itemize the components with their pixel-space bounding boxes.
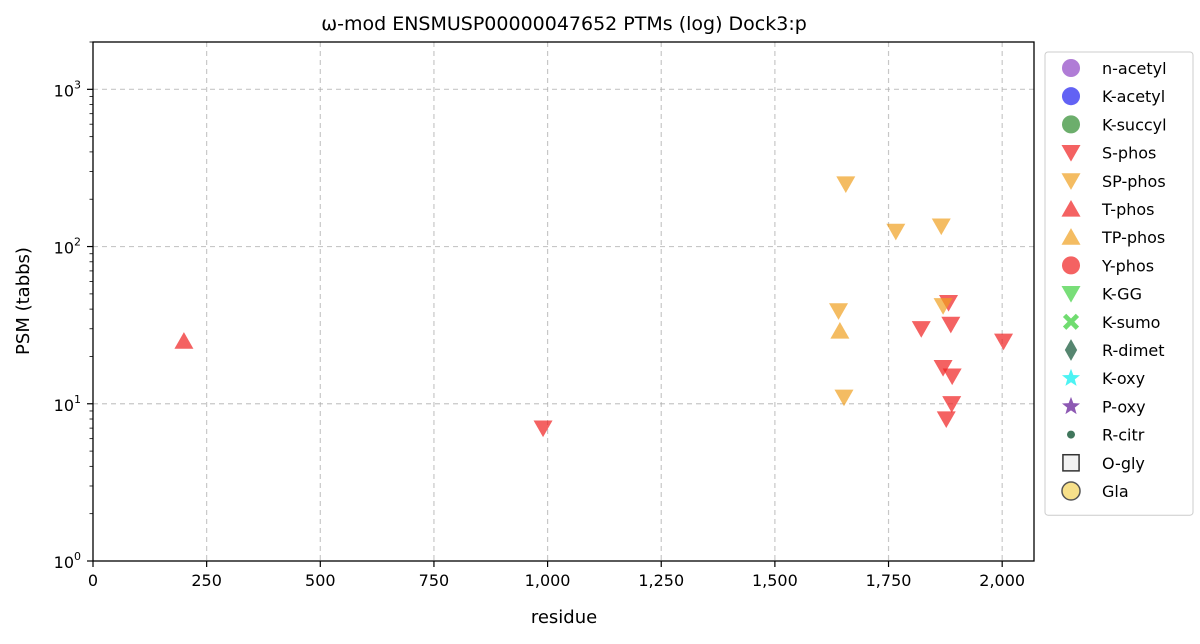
legend-item-k-oxy: K-oxy — [1061, 368, 1145, 388]
data-point-sp-phos — [931, 218, 951, 236]
legend-item-p-oxy: P-oxy — [1061, 396, 1146, 416]
legend-label: K-oxy — [1102, 369, 1145, 388]
chart-title: ω-mod ENSMUSP00000047652 PTMs (log) Dock… — [321, 13, 807, 35]
legend-label: K-sumo — [1102, 313, 1160, 332]
legend-label: S-phos — [1102, 144, 1156, 163]
data-point-s-phos — [942, 396, 962, 413]
legend-item-y-phos: Y-phos — [1061, 256, 1154, 275]
data-point-sp-phos — [886, 223, 906, 241]
legend-label: P-oxy — [1102, 397, 1146, 416]
y-axis-label: PSM (tabbs) — [13, 247, 34, 355]
legend-item-t-phos: T-phos — [1061, 199, 1155, 219]
data-point-tp-phos — [830, 322, 850, 339]
legend-marker-n-acetyl — [1061, 58, 1081, 78]
legend-marker-sp-phos — [1061, 173, 1081, 190]
data-point-s-phos — [911, 321, 931, 338]
x-tick-label: 500 — [305, 571, 336, 590]
legend-label: n-acetyl — [1102, 59, 1167, 78]
plot-frame — [92, 41, 1035, 562]
x-tick-label: 2,000 — [979, 571, 1025, 590]
data-point-sp-phos — [933, 298, 953, 315]
legend-marker-k-oxy — [1061, 368, 1081, 386]
legend-item-gla: Gla — [1061, 481, 1129, 501]
legend-item-s-phos: S-phos — [1061, 144, 1156, 163]
data-point-s-phos — [941, 316, 961, 334]
legend: n-acetyl K-acetyl K-succyl S-phos SP-phos T-p… — [1044, 51, 1194, 516]
legend-marker-tp-phos — [1061, 228, 1081, 245]
legend-marker-p-oxy — [1061, 396, 1081, 415]
data-point-s-phos — [936, 411, 956, 429]
y-tick-label: 102 — [54, 236, 81, 258]
x-tick-label: 1,750 — [866, 571, 912, 590]
data-point-s-phos — [942, 368, 962, 386]
x-tick-label: 1,500 — [752, 571, 798, 590]
data-point-s-phos — [533, 420, 553, 438]
legend-marker-y-phos — [1061, 256, 1081, 275]
legend-marker-r-dimet — [1064, 339, 1078, 361]
y-tick-label: 101 — [54, 393, 81, 415]
legend-item-n-acetyl: n-acetyl — [1061, 58, 1167, 78]
x-tick-label: 1,250 — [638, 571, 684, 590]
x-tick-label: 750 — [419, 571, 450, 590]
x-tick-label: 250 — [191, 571, 222, 590]
legend-marker-gla — [1061, 481, 1081, 501]
legend-label: Y-phos — [1101, 256, 1154, 275]
legend-label: T-phos — [1101, 200, 1155, 219]
y-tick-label: 103 — [54, 78, 81, 100]
legend-label: R-citr — [1102, 426, 1145, 445]
legend-marker-r-citr — [1067, 430, 1075, 439]
x-tick-label: 0 — [88, 571, 98, 590]
legend-label: TP-phos — [1101, 228, 1165, 247]
legend-marker-k-succyl — [1061, 115, 1081, 134]
legend-item-o-gly: O-gly — [1062, 453, 1145, 473]
data-point-t-phos — [174, 332, 194, 349]
legend-marker-s-phos — [1061, 145, 1081, 162]
data-point-sp-phos — [829, 303, 849, 320]
legend-label: K-succyl — [1102, 115, 1167, 134]
legend-item-k-succyl: K-succyl — [1061, 115, 1167, 134]
legend-item-k-gg: K-GG — [1061, 285, 1142, 304]
legend-label: K-GG — [1102, 285, 1142, 304]
legend-item-tp-phos: TP-phos — [1061, 228, 1165, 247]
legend-item-sp-phos: SP-phos — [1061, 172, 1166, 191]
legend-box — [1044, 51, 1194, 516]
legend-label: R-dimet — [1102, 341, 1165, 360]
legend-item-k-acetyl: K-acetyl — [1061, 87, 1165, 106]
data-point-s-phos — [994, 333, 1014, 351]
legend-marker-k-gg — [1061, 286, 1081, 303]
data-point-s-phos — [933, 359, 953, 377]
legend-marker-t-phos — [1061, 199, 1081, 217]
legend-marker-k-acetyl — [1061, 87, 1081, 106]
legend-item-r-dimet: R-dimet — [1064, 339, 1165, 361]
y-tick-label: 100 — [54, 550, 81, 572]
legend-marker-o-gly — [1062, 453, 1080, 472]
legend-label: K-acetyl — [1102, 87, 1165, 106]
legend-marker-k-sumo — [1062, 313, 1080, 330]
grid — [93, 42, 1034, 561]
axes: 0 250 500 750 1,000 1,250 1,500 1,750 2,000 100 10… — [54, 41, 1035, 590]
legend-label: O-gly — [1102, 454, 1145, 473]
legend-label: Gla — [1102, 482, 1129, 501]
x-tick-label: 1,000 — [525, 571, 571, 590]
legend-label: SP-phos — [1102, 172, 1166, 191]
data-point-sp-phos — [836, 176, 856, 194]
data-points — [174, 176, 1014, 438]
data-point-sp-phos — [834, 389, 854, 407]
legend-item-k-sumo: K-sumo — [1062, 313, 1160, 332]
legend-item-r-citr: R-citr — [1067, 426, 1145, 445]
x-axis-label: residue — [531, 607, 597, 628]
